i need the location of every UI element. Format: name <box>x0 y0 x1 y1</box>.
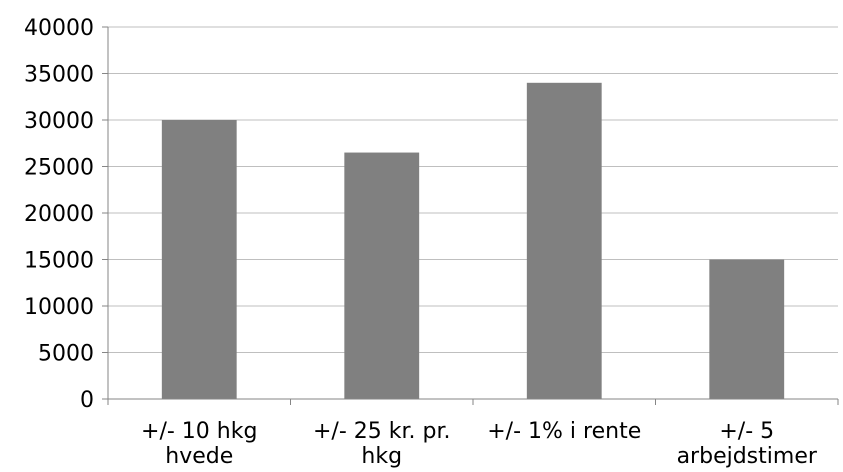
bar <box>526 82 602 400</box>
y-tick-label: 15000 <box>24 249 94 274</box>
y-tick-label: 30000 <box>24 109 94 134</box>
y-tick-label: 20000 <box>24 202 94 227</box>
axes <box>102 26 839 405</box>
x-tick-label: +/- 25 kr. pr. hkg <box>313 419 451 469</box>
y-tick-label: 5000 <box>38 342 94 367</box>
x-axis-tick-labels: +/- 10 hkg hvede +/- 25 kr. pr. hkg +/- 1% i… <box>141 419 818 469</box>
y-tick-label: 10000 <box>24 295 94 320</box>
x-tick-label: +/- 1% i rente <box>487 419 641 444</box>
bar <box>161 120 237 399</box>
y-axis-tick-labels: 0 5000 10000 15000 20000 25000 30000 35000 40000 <box>24 16 94 413</box>
bars <box>161 82 785 400</box>
bar <box>709 259 785 399</box>
y-tick-label: 25000 <box>24 156 94 181</box>
x-tick-label: +/- 5 arbejdstimer <box>677 419 818 469</box>
x-tick-label: +/- 10 hkg hvede <box>141 419 257 469</box>
y-tick-label: 40000 <box>24 16 94 41</box>
y-tick-label: 0 <box>80 388 94 413</box>
bar <box>344 152 420 399</box>
y-tick-label: 35000 <box>24 63 94 88</box>
